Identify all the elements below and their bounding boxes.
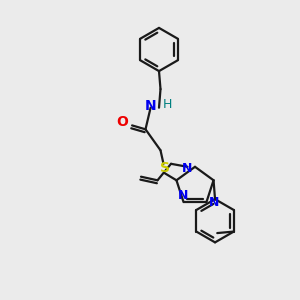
Text: S: S [160,161,170,175]
Text: N: N [209,196,219,208]
Text: N: N [182,162,193,175]
Text: O: O [116,116,128,129]
Text: N: N [178,189,189,202]
Text: N: N [145,99,156,113]
Text: H: H [163,98,172,111]
